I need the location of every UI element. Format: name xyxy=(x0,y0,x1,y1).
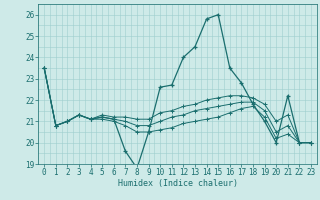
X-axis label: Humidex (Indice chaleur): Humidex (Indice chaleur) xyxy=(118,179,238,188)
